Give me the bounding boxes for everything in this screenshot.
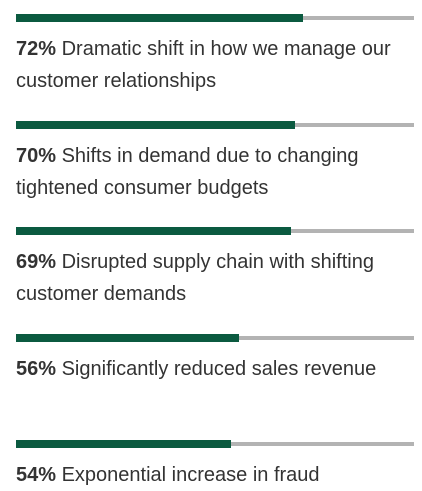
category-label: Disrupted supply chain with shifting cus…	[16, 251, 374, 305]
bar	[16, 120, 295, 129]
bar-label: 69% Disrupted supply chain with shifting…	[16, 246, 416, 310]
bar-label: 72% Dramatic shift in how we manage our …	[16, 33, 416, 97]
bar-label: 54% Exponential increase in fraud	[16, 459, 416, 491]
value-label: 69%	[16, 251, 57, 273]
bar	[16, 227, 291, 235]
bar	[16, 14, 303, 22]
bar	[16, 440, 231, 448]
value-label: 70%	[16, 144, 57, 167]
category-label: Dramatic shift in how we manage our cust…	[16, 38, 391, 92]
value-label: 54%	[16, 464, 57, 486]
bar-label: 56% Significantly reduced sales revenue	[16, 353, 416, 385]
category-label: Shifts in demand due to changing tighten…	[16, 144, 359, 199]
bar-label: 70% Shifts in demand due to changing tig…	[16, 140, 416, 204]
bar	[16, 333, 239, 342]
category-label: Significantly reduced sales revenue	[61, 357, 377, 380]
value-label: 72%	[16, 38, 57, 60]
category-label: Exponential increase in fraud	[61, 464, 320, 486]
value-label: 56%	[16, 357, 57, 380]
